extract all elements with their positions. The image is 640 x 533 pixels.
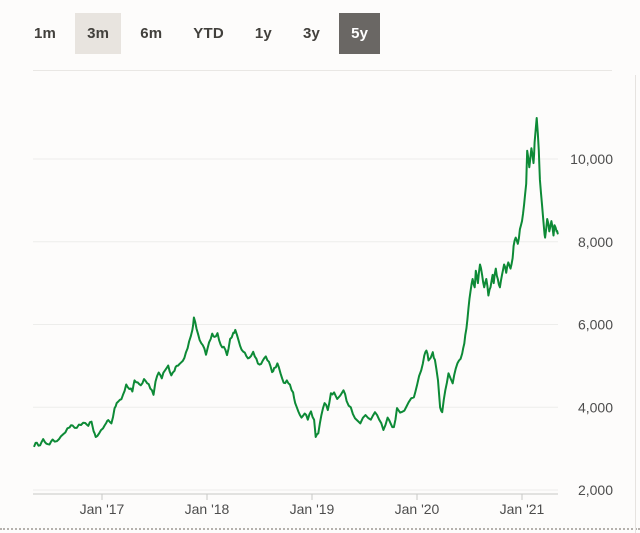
y-axis-label: 8,000 [578, 234, 613, 250]
range-button-ytd[interactable]: YTD [181, 13, 236, 54]
range-button-5y[interactable]: 5y [339, 13, 381, 54]
range-button-1y[interactable]: 1y [243, 13, 284, 54]
x-axis-label: Jan '20 [395, 501, 440, 517]
range-selector: 1m 3m 6m YTD 1y 3y 5y [22, 13, 381, 54]
toolbar-separator [33, 70, 612, 71]
x-axis-label: Jan '21 [500, 501, 545, 517]
y-axis-label: 4,000 [578, 399, 613, 415]
bottom-dotted-divider [0, 528, 640, 530]
y-axis-label: 2,000 [578, 482, 613, 498]
y-axis-label: 6,000 [578, 317, 613, 333]
x-axis-label: Jan '19 [290, 501, 335, 517]
x-axis-label: Jan '17 [80, 501, 125, 517]
x-axis-label: Jan '18 [185, 501, 230, 517]
range-button-6m[interactable]: 6m [128, 13, 174, 54]
right-edge-line [635, 75, 636, 533]
range-button-1m[interactable]: 1m [22, 13, 68, 54]
price-line[interactable] [33, 117, 559, 448]
range-button-3m[interactable]: 3m [75, 13, 122, 54]
y-axis-label: 10,000 [570, 151, 613, 167]
range-button-3y[interactable]: 3y [291, 13, 332, 54]
